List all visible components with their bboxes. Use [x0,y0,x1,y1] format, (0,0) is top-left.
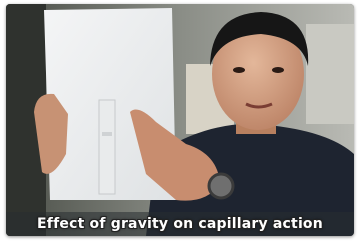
eye [272,67,284,73]
page: Effect of gravity on capillary action ((… [0,0,362,241]
paper-strip [99,100,115,194]
caption: Effect of gravity on capillary action [6,216,354,232]
photo-frame: Effect of gravity on capillary action [6,4,354,236]
eye [233,67,245,73]
watch [209,174,233,198]
strip-mark [102,132,112,136]
panel [306,24,354,124]
photo [6,4,354,236]
